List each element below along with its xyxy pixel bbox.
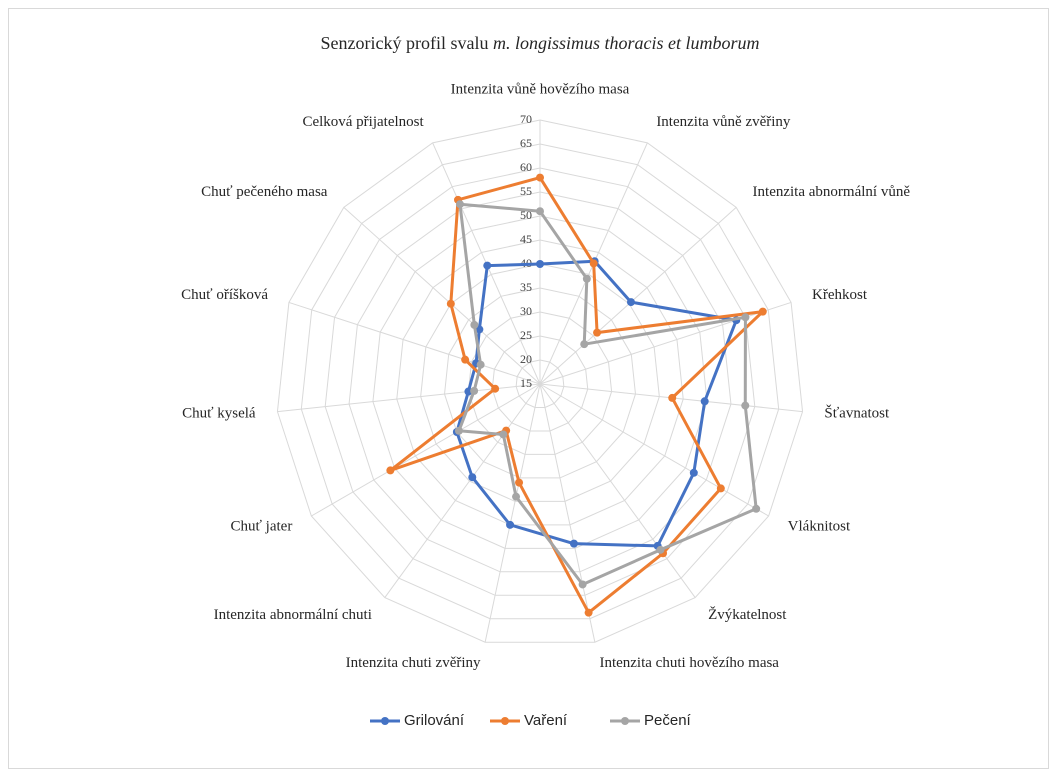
category-label: Žvýkatelnost bbox=[708, 606, 787, 623]
spoke bbox=[539, 383, 696, 598]
grid-ring bbox=[276, 119, 804, 643]
data-point bbox=[470, 386, 479, 395]
category-label: Intenzita abnormální vůně bbox=[753, 184, 911, 200]
grid-ring bbox=[372, 215, 708, 549]
grid-ring bbox=[348, 191, 732, 573]
data-point bbox=[515, 478, 524, 487]
r-tick-label: 60 bbox=[520, 160, 532, 174]
data-point bbox=[468, 473, 477, 482]
category-label: Chuť kyselá bbox=[182, 405, 256, 421]
r-tick-label: 30 bbox=[520, 304, 532, 318]
grid-ring bbox=[420, 263, 660, 502]
data-point bbox=[716, 484, 725, 493]
r-tick-label: 25 bbox=[520, 328, 532, 342]
title-text: Senzorický profil svalu bbox=[321, 33, 489, 53]
category-label: Intenzita chuti zvěřiny bbox=[346, 655, 481, 671]
chart-title: Senzorický profil svalu m. longissimus t… bbox=[321, 33, 760, 53]
legend-label: Vaření bbox=[524, 712, 568, 729]
r-tick-label: 40 bbox=[520, 256, 532, 270]
grid-ring bbox=[491, 335, 589, 432]
data-point bbox=[582, 274, 591, 283]
data-point bbox=[536, 260, 544, 268]
spoke bbox=[539, 206, 737, 385]
spoke bbox=[288, 301, 541, 385]
category-label: Intenzita abnormální chuti bbox=[214, 607, 372, 623]
category-label: Vláknitost bbox=[788, 518, 851, 534]
legend-marker bbox=[501, 717, 509, 725]
data-point bbox=[470, 320, 479, 329]
legend-label: Pečení bbox=[644, 712, 692, 729]
spoke bbox=[539, 383, 769, 517]
category-label: Chuť oříšková bbox=[181, 287, 268, 303]
data-point bbox=[446, 299, 455, 308]
data-point bbox=[584, 608, 593, 617]
spoke bbox=[384, 383, 541, 598]
spoke bbox=[539, 383, 596, 643]
category-label: Intenzita chuti hovězího masa bbox=[599, 655, 779, 671]
grid-ring bbox=[300, 143, 780, 620]
data-point bbox=[741, 313, 750, 322]
r-tick-label: 20 bbox=[520, 352, 532, 366]
grid-ring bbox=[324, 167, 756, 596]
data-point bbox=[506, 520, 515, 529]
r-tick-label: 70 bbox=[520, 112, 532, 126]
category-label: Šťavnatost bbox=[824, 404, 890, 421]
data-point bbox=[578, 580, 587, 589]
data-point bbox=[656, 545, 665, 554]
legend-label: Grilování bbox=[404, 712, 465, 729]
data-point bbox=[455, 200, 464, 209]
category-label: Intenzita vůně hovězího masa bbox=[451, 81, 630, 97]
data-point bbox=[593, 328, 602, 337]
data-point bbox=[700, 397, 709, 406]
data-point bbox=[580, 340, 589, 349]
data-point bbox=[668, 393, 677, 402]
category-label: Chuť jater bbox=[231, 518, 293, 534]
grid-ring bbox=[515, 359, 565, 408]
legend-marker bbox=[621, 717, 629, 725]
category-label: Křehkost bbox=[812, 287, 868, 303]
data-point bbox=[589, 259, 598, 268]
r-tick-label: 15 bbox=[520, 376, 532, 390]
series-line bbox=[457, 202, 758, 586]
category-label: Intenzita vůně zvěřiny bbox=[656, 114, 791, 130]
data-point bbox=[569, 539, 578, 548]
spoke bbox=[311, 383, 541, 517]
data-point bbox=[752, 504, 761, 513]
data-point bbox=[499, 430, 508, 439]
data-point bbox=[461, 355, 470, 364]
category-label: Celková přijatelnost bbox=[302, 114, 424, 130]
data-point bbox=[454, 426, 463, 435]
r-tick-label: 65 bbox=[520, 136, 532, 150]
spoke bbox=[343, 206, 541, 385]
legend-marker bbox=[381, 717, 389, 725]
data-point bbox=[758, 307, 767, 316]
data-point bbox=[536, 207, 544, 216]
data-point bbox=[536, 173, 544, 182]
spoke bbox=[484, 383, 541, 643]
category-label: Chuť pečeného masa bbox=[201, 184, 328, 200]
r-tick-label: 45 bbox=[520, 232, 532, 246]
data-point bbox=[386, 466, 395, 475]
data-point bbox=[689, 468, 698, 477]
data-point bbox=[741, 401, 750, 410]
data-point bbox=[491, 384, 500, 393]
r-tick-label: 55 bbox=[520, 184, 532, 198]
data-point bbox=[483, 261, 492, 270]
title-italic: m. longissimus thoracis et lumborum bbox=[493, 33, 760, 53]
r-tick-label: 35 bbox=[520, 280, 532, 294]
data-point bbox=[476, 360, 485, 369]
data-point bbox=[626, 298, 635, 307]
data-point bbox=[512, 492, 521, 501]
